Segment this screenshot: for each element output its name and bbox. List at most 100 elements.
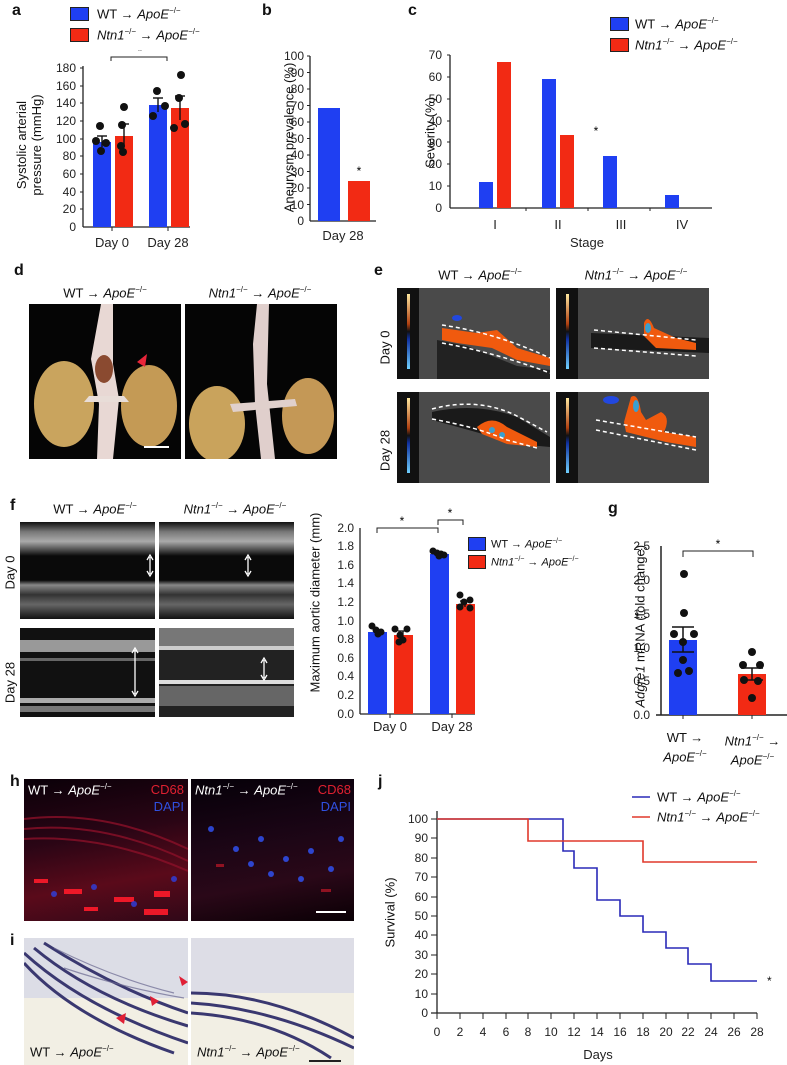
- svg-text:0: 0: [69, 220, 76, 234]
- svg-text:1.4: 1.4: [337, 576, 354, 590]
- svg-text:*: *: [357, 164, 362, 178]
- legend-f: WT → ApoE−/− Ntn1−/− → ApoE−/−: [468, 537, 579, 569]
- svg-text:Stage: Stage: [570, 235, 604, 250]
- ultrasound-e-ntn1-day28: [556, 392, 709, 483]
- svg-text:60: 60: [429, 70, 443, 84]
- svg-text:1.6: 1.6: [337, 558, 354, 572]
- svg-text:60: 60: [291, 115, 305, 129]
- legend-label-ntn1: Ntn1−/− → ApoE−/−: [97, 27, 200, 43]
- svg-text:1.0: 1.0: [633, 641, 650, 655]
- svg-text:100: 100: [408, 812, 428, 826]
- svg-text:0.2: 0.2: [337, 688, 354, 702]
- legend-swatch-ntn1: [610, 37, 629, 52]
- title-e-wt: WT → ApoE−/−: [438, 267, 522, 283]
- ultrasound-e-ntn1-day0: [556, 288, 709, 379]
- svg-text:60: 60: [415, 890, 429, 904]
- panel-label-g: g: [608, 500, 618, 517]
- bar-a-wt-day0: [93, 142, 111, 227]
- svg-text:30: 30: [429, 136, 443, 150]
- legend-j: [632, 796, 650, 818]
- row-label-e-day0: Day 0: [377, 330, 393, 365]
- chart-f: 2.01.81.61.4 1.21.00.80.6 0.40.20.0 * * …: [337, 506, 475, 734]
- panel-label-b: b: [262, 2, 272, 19]
- svg-text:I: I: [493, 217, 497, 232]
- svg-text:10: 10: [291, 198, 305, 212]
- svg-text:40: 40: [415, 928, 429, 942]
- photo-d-ntn1: [185, 304, 337, 459]
- bar-b-wt: [318, 108, 340, 221]
- svg-text:0: 0: [297, 214, 304, 228]
- svg-text:120: 120: [56, 114, 76, 128]
- svg-text:50: 50: [291, 132, 305, 146]
- svg-text:20: 20: [659, 1025, 673, 1039]
- y-axis-label-c: Severity (%): [422, 97, 438, 168]
- overlay-i-ntn1: Ntn1−/− → ApoE−/−: [197, 1043, 300, 1059]
- svg-text:0: 0: [434, 1025, 441, 1039]
- mmode-f-wt-day0: [20, 522, 155, 619]
- x-label-g-wt: WT → ApoE−/−: [663, 730, 707, 765]
- svg-text:30: 30: [291, 165, 305, 179]
- y-axis-label-a: Systolic arterial pressure (mmHg): [14, 94, 44, 196]
- panel-label-j: j: [378, 773, 383, 790]
- panel-label-c: c: [408, 2, 417, 19]
- panel-label-h: h: [10, 773, 20, 790]
- svg-text:30: 30: [415, 948, 429, 962]
- svg-text:70: 70: [291, 99, 305, 113]
- survival-line-wt: [437, 818, 757, 982]
- svg-text:Days: Days: [583, 1047, 613, 1062]
- svg-text:*: *: [594, 124, 599, 138]
- svg-text:50: 50: [415, 909, 429, 923]
- svg-text:*: *: [400, 514, 405, 528]
- svg-text:10: 10: [544, 1025, 558, 1039]
- svg-text:80: 80: [415, 851, 429, 865]
- title-f-wt: WT → ApoE−/−: [53, 501, 137, 517]
- svg-text:160: 160: [56, 79, 76, 93]
- svg-text:18: 18: [636, 1025, 650, 1039]
- legend-c: WT → ApoE−/− Ntn1−/− → ApoE−/−: [610, 16, 738, 53]
- chart-a: 180 160 140 120 100 80 60 40 20 0 * Day 0 Day …: [56, 50, 190, 250]
- chart-c: 70 60 50 40 30 20 10 0 * I II III IV Stage: [429, 50, 712, 250]
- svg-text:1.5: 1.5: [633, 607, 650, 621]
- survival-line-ntn1: [437, 818, 757, 863]
- legend-swatch-wt: [70, 6, 89, 21]
- panel-label-d: d: [14, 262, 24, 279]
- svg-text:Day 0: Day 0: [373, 719, 407, 734]
- svg-text:100: 100: [284, 50, 304, 63]
- svg-text:1.2: 1.2: [337, 595, 354, 609]
- svg-text:8: 8: [525, 1025, 532, 1039]
- legend-item-wt: WT → ApoE−/−: [610, 16, 738, 31]
- legend-a: WT → ApoE−/− Ntn1−/− → ApoE−/−: [70, 6, 200, 43]
- svg-text:24: 24: [704, 1025, 718, 1039]
- panel-label-e: e: [374, 262, 383, 279]
- svg-text:90: 90: [291, 66, 305, 80]
- svg-text:14: 14: [590, 1025, 604, 1039]
- svg-text:60: 60: [63, 167, 77, 181]
- svg-text:Day 28: Day 28: [431, 719, 472, 734]
- histology-i-ntn1: Ntn1−/− → ApoE−/−: [191, 938, 354, 1065]
- row-label-e-day28: Day 28: [377, 429, 393, 472]
- ultrasound-e-wt-day28: [397, 392, 550, 483]
- panel-label-f: f: [10, 497, 16, 514]
- row-label-f-day28: Day 28: [2, 661, 18, 704]
- title-f-ntn1: Ntn1−/− → ApoE−/−: [183, 501, 287, 517]
- title-d-wt: WT → ApoE−/−: [63, 285, 147, 301]
- mmode-f-ntn1-day28: [159, 628, 294, 717]
- svg-text:70: 70: [429, 50, 443, 62]
- x-label-g-ntn1: Ntn1−/− → ApoE−/−: [724, 733, 781, 768]
- svg-text:0.8: 0.8: [337, 632, 354, 646]
- overlay-h-ntn1: Ntn1−/− → ApoE−/−: [195, 782, 298, 798]
- mmode-f-ntn1-day0: [159, 522, 294, 619]
- svg-text:0: 0: [421, 1006, 428, 1020]
- svg-text:80: 80: [63, 149, 77, 163]
- svg-text:*: *: [767, 974, 772, 988]
- svg-text:16: 16: [613, 1025, 627, 1039]
- if-h-ntn1: Ntn1−/− → ApoE−/− CD68 DAPI: [191, 779, 354, 921]
- photo-d-wt: [29, 304, 181, 459]
- svg-text:*: *: [448, 506, 453, 520]
- bar-a-wt-day28: [149, 105, 167, 227]
- svg-text:IV: IV: [676, 217, 689, 232]
- svg-text:0: 0: [435, 201, 442, 215]
- svg-text:Day 28: Day 28: [147, 235, 188, 250]
- svg-text:12: 12: [567, 1025, 581, 1039]
